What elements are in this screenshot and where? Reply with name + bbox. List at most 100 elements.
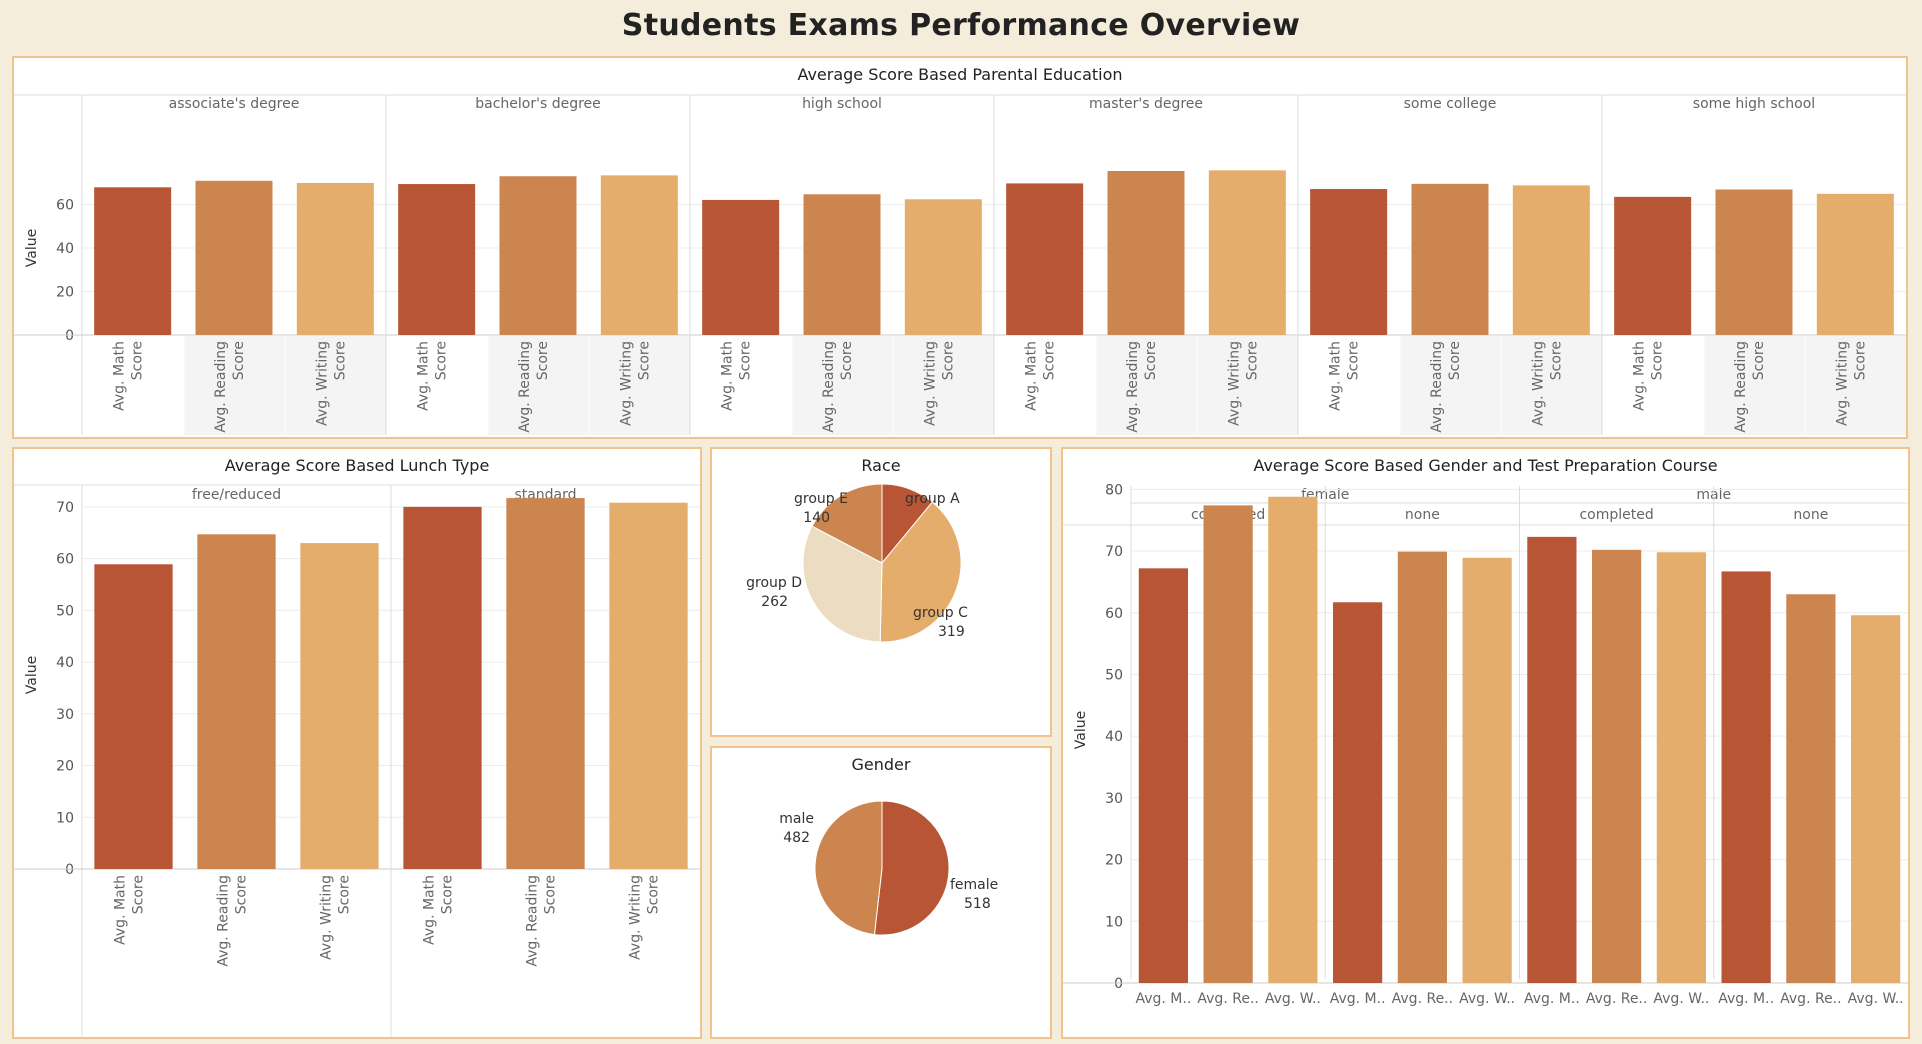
group-label-some-high-school: some high school <box>1693 96 1815 112</box>
measure-label: Score <box>738 341 754 380</box>
parental-education-panel: Average Score Based Parental Education 0… <box>12 56 1908 439</box>
y-tick-label: 40 <box>56 655 74 671</box>
bar-some-college-avg-writing-score <box>1512 185 1590 335</box>
gender-prep-chart: femalemale01020304050607080Valuecomplete… <box>1063 482 1908 1007</box>
race-title: Race <box>861 456 901 475</box>
bar-associate-s-degree-avg-reading-score <box>195 180 273 335</box>
gender-title: Gender <box>851 755 911 774</box>
label-band <box>1501 336 1602 435</box>
measure-label: Avg. Writing <box>1226 341 1242 426</box>
bar-high-school-avg-math-score <box>702 199 780 335</box>
group-label-associate-s-degree: associate's degree <box>169 96 300 112</box>
measure-label: Score <box>1852 341 1868 380</box>
page-title: Students Exams Performance Overview <box>621 8 1301 43</box>
lunch-type-title: Average Score Based Lunch Type <box>224 456 490 475</box>
y-axis-label: Value <box>24 656 40 694</box>
measure-label: Avg. Reading <box>213 341 229 433</box>
y-tick-label: 60 <box>56 552 74 568</box>
bar-completed-avg-writing-score <box>1656 552 1706 983</box>
pie-label-male: male <box>779 811 814 827</box>
bar-master-s-degree-avg-reading-score <box>1107 171 1185 335</box>
parental-education-title: Average Score Based Parental Education <box>797 65 1123 84</box>
bar-some-college-avg-reading-score <box>1411 183 1489 335</box>
bar-master-s-degree-avg-math-score <box>1006 183 1084 335</box>
y-axis-label: Value <box>24 229 40 267</box>
gender-prep-panel: Average Score Based Gender and Test Prep… <box>1061 447 1910 1039</box>
bar-completed-avg-reading-score <box>1203 505 1253 983</box>
measure-label: Avg. Reading <box>1125 341 1141 433</box>
pie-slice-male <box>814 800 883 936</box>
measure-label: Avg. Writing <box>628 875 644 960</box>
measure-label: Avg. Reading <box>216 875 232 967</box>
bar-some-college-avg-math-score <box>1310 189 1388 335</box>
y-tick-label: 60 <box>1105 606 1123 622</box>
bar-none-avg-writing-score <box>1851 615 1901 983</box>
bar-completed-avg-math-score <box>1138 568 1188 983</box>
label-band <box>792 336 893 435</box>
pie-value-female: 518 <box>964 896 991 912</box>
pie-value-group-e: 140 <box>803 510 830 526</box>
bar-standard-avg-math-score <box>403 506 482 869</box>
measure-label: Score <box>1143 341 1159 380</box>
label-band <box>1704 336 1805 435</box>
y-tick-label: 30 <box>1105 791 1123 807</box>
measure-label: Avg. Math <box>720 341 736 411</box>
measure-label: Score <box>1346 341 1362 380</box>
y-axis-label: Value <box>1073 711 1089 749</box>
bar-completed-avg-reading-score <box>1592 549 1642 983</box>
pie-value-male: 482 <box>783 830 810 846</box>
pie-slice-female <box>873 800 950 936</box>
pie-label-group-e: group E <box>794 491 848 507</box>
y-tick-label: 30 <box>56 707 74 723</box>
bar-free-reduced-avg-writing-score <box>300 543 379 869</box>
measure-label: Score <box>234 875 250 914</box>
measure-label: Avg. Writing <box>314 341 330 426</box>
lunch-type-panel: Average Score Based Lunch Type 0 10 20 30 40… <box>12 447 702 1039</box>
measure-label: Avg. M.. <box>1524 991 1580 1007</box>
measure-label: Score <box>440 875 456 914</box>
measure-label: Avg. Reading <box>1733 341 1749 433</box>
measure-label: Score <box>1244 341 1260 380</box>
y-tick-label: 40 <box>56 241 74 257</box>
measure-label: Avg. W.. <box>1459 991 1515 1007</box>
group-label-free-reduced: free/reduced <box>192 487 281 503</box>
measure-label: Avg. Reading <box>517 341 533 433</box>
bar-some-high-school-avg-writing-score <box>1816 193 1894 335</box>
y-tick-label: 50 <box>56 603 74 619</box>
gender-panel: Gender female 518 male 482 <box>710 746 1052 1039</box>
measure-label: Score <box>646 875 662 914</box>
y-tick-label: 40 <box>1105 729 1123 745</box>
measure-label: Avg. Reading <box>1429 341 1445 433</box>
measure-label: Avg. Math <box>416 341 432 411</box>
bar-master-s-degree-avg-writing-score <box>1208 170 1286 335</box>
gender-pie-chart: female 518 male 482 <box>779 800 998 936</box>
measure-label: Score <box>337 875 353 914</box>
measure-label: Avg. Re.. <box>1197 991 1258 1007</box>
gender-prep-title: Average Score Based Gender and Test Prep… <box>1253 456 1718 475</box>
group-label-master-s-degree: master's degree <box>1089 96 1203 112</box>
pie-slice-group-e <box>811 483 883 564</box>
bar-associate-s-degree-avg-writing-score <box>296 182 374 335</box>
group-label-some-college: some college <box>1404 96 1497 112</box>
bar-completed-avg-math-score <box>1527 536 1577 983</box>
label-band <box>1400 336 1501 435</box>
y-tick-label: 10 <box>1105 914 1123 930</box>
bar-some-high-school-avg-math-score <box>1614 196 1692 335</box>
bar-bachelor-s-degree-avg-reading-score <box>499 176 577 335</box>
y-tick-label: 20 <box>1105 853 1123 869</box>
measure-label: Avg. Math <box>113 875 129 945</box>
measure-label: Avg. Math <box>1632 341 1648 411</box>
bar-none-avg-math-score <box>1333 602 1383 983</box>
measure-label: Avg. Writing <box>922 341 938 426</box>
label-band <box>589 336 690 435</box>
measure-label: Score <box>1650 341 1666 380</box>
measure-label: Avg. Reading <box>525 875 541 967</box>
label-band <box>893 336 994 435</box>
measure-label: Score <box>839 341 855 380</box>
measure-label: Score <box>130 341 146 380</box>
label-band <box>285 336 386 435</box>
label-band <box>1197 336 1298 435</box>
bar-high-school-avg-writing-score <box>904 199 982 335</box>
